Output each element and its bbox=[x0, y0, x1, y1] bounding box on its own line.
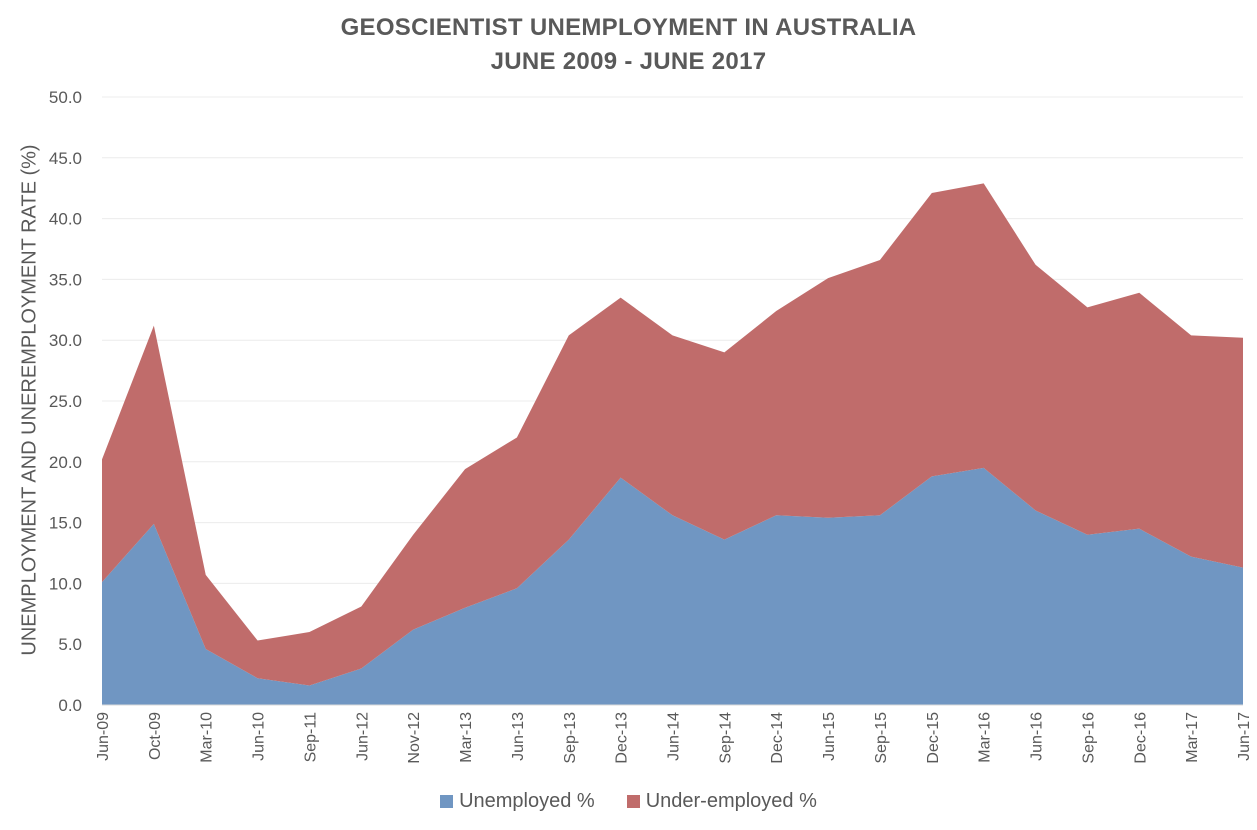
chart-title: GEOSCIENTIST UNEMPLOYMENT IN AUSTRALIA bbox=[340, 14, 917, 41]
x-tick-label: Jun-13 bbox=[510, 712, 527, 761]
y-tick-label: 15.0 bbox=[49, 514, 82, 533]
x-tick-label: Jun-15 bbox=[821, 712, 838, 761]
x-tick-label: Jun-10 bbox=[251, 712, 268, 761]
x-axis-ticks: Jun-09 Oct-09 Mar-10 Jun-10 Sep-11 Jun-12 Nov-… bbox=[95, 712, 1253, 764]
chart-subtitle: JUNE 2009 - JUNE 2017 bbox=[490, 48, 767, 75]
x-tick-label: Sep-16 bbox=[1080, 712, 1097, 764]
area-under-employed bbox=[102, 183, 1243, 686]
y-tick-label: 20.0 bbox=[49, 453, 82, 472]
y-axis-ticks: 0.0 5.0 10.0 15.0 20.0 25.0 30.0 35.0 40.0 45.0 50… bbox=[49, 88, 82, 715]
series-areas bbox=[102, 183, 1243, 705]
y-tick-label: 10.0 bbox=[49, 574, 82, 593]
y-tick-label: 45.0 bbox=[49, 149, 82, 168]
x-tick-label: Sep-15 bbox=[873, 712, 890, 764]
x-tick-label: Mar-17 bbox=[1184, 712, 1201, 763]
x-tick-label: Sep-14 bbox=[717, 712, 734, 764]
y-tick-label: 25.0 bbox=[49, 392, 82, 411]
x-tick-label: Dec-13 bbox=[614, 712, 631, 764]
x-tick-label: Jun-17 bbox=[1236, 712, 1253, 761]
x-tick-label: Jun-16 bbox=[1029, 712, 1046, 761]
y-tick-label: 30.0 bbox=[49, 331, 82, 350]
x-tick-label: Jun-09 bbox=[95, 712, 112, 761]
legend-item-under-employed: Under-employed % bbox=[626, 790, 817, 813]
y-tick-label: 0.0 bbox=[58, 696, 82, 715]
x-tick-label: Mar-13 bbox=[458, 712, 475, 763]
x-tick-label: Sep-13 bbox=[562, 712, 579, 764]
y-tick-label: 40.0 bbox=[49, 210, 82, 229]
x-tick-label: Mar-10 bbox=[199, 712, 216, 763]
x-tick-label: Sep-11 bbox=[302, 712, 319, 763]
y-tick-label: 5.0 bbox=[58, 635, 82, 654]
y-tick-label: 35.0 bbox=[49, 270, 82, 289]
legend-swatch-unemployed bbox=[440, 795, 454, 808]
legend-label-under-employed: Under-employed % bbox=[645, 790, 817, 812]
x-tick-label: Dec-14 bbox=[769, 712, 786, 764]
legend-swatch-under-employed bbox=[626, 795, 640, 808]
legend-label-unemployed: Unemployed % bbox=[459, 790, 595, 812]
x-tick-label: Mar-16 bbox=[977, 712, 994, 763]
x-tick-label: Jun-12 bbox=[354, 712, 371, 761]
legend: Unemployed % Under-employed % bbox=[0, 790, 1257, 813]
x-tick-label: Dec-15 bbox=[925, 712, 942, 764]
legend-item-unemployed: Unemployed % bbox=[440, 790, 595, 813]
area-unemployed bbox=[102, 467, 1243, 705]
x-tick-label: Dec-16 bbox=[1132, 712, 1149, 764]
x-tick-label: Nov-12 bbox=[406, 712, 423, 764]
x-tick-label: Oct-09 bbox=[147, 712, 164, 760]
x-tick-label: Jun-14 bbox=[666, 712, 683, 761]
y-tick-label: 50.0 bbox=[49, 88, 82, 107]
